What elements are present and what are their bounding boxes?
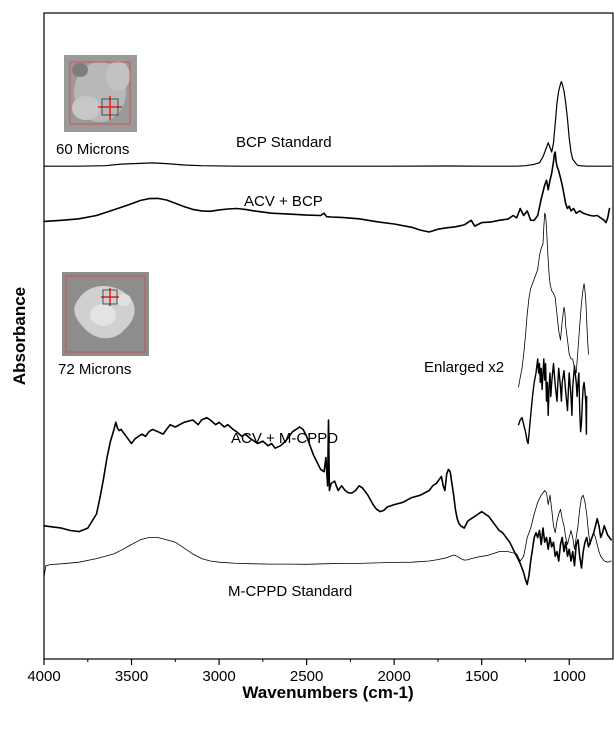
label-acv-bcp: ACV + BCP (244, 193, 323, 210)
label-acv-mcppd: ACV + M-CPPD (231, 430, 338, 447)
x-axis-title: Wavenumbers (cm-1) (242, 683, 413, 702)
plot-frame (43, 12, 614, 660)
spectrum-bcp-standard (43, 81, 612, 167)
y-axis-title: Absorbance (10, 287, 29, 385)
x-axis-ticks (43, 659, 570, 665)
spectrum-m-cppd-standard (43, 490, 612, 578)
label-60-microns: 60 Microns (56, 141, 129, 158)
label-enlarged-x2: Enlarged x2 (424, 359, 504, 376)
label-bcp-standard: BCP Standard (236, 134, 332, 151)
x-tick-label-2500: 2500 (290, 668, 323, 685)
spectra (43, 81, 612, 586)
x-tick-label-1500: 1500 (465, 668, 498, 685)
spectrum-acv-bcp (43, 151, 611, 233)
x-tick-label-1000: 1000 (553, 668, 586, 685)
x-tick-label-3000: 3000 (202, 668, 235, 685)
micrograph-60-microns (64, 55, 137, 132)
spectrum-acv-m-cppd (43, 416, 612, 586)
micrograph-72-microns (62, 272, 149, 356)
spectrum-enlarged-x2-thin (518, 212, 589, 388)
label-mcppd-standard: M-CPPD Standard (228, 583, 352, 600)
x-tick-label-2000: 2000 (377, 668, 410, 685)
x-axis-tick-labels: 4000 3500 3000 2500 2000 1500 1000 (27, 668, 586, 685)
x-tick-label-4000: 4000 (27, 668, 60, 685)
spectrum-enlarged-x2-thick (517, 358, 588, 445)
x-tick-label-3500: 3500 (115, 668, 148, 685)
label-72-microns: 72 Microns (58, 361, 131, 378)
